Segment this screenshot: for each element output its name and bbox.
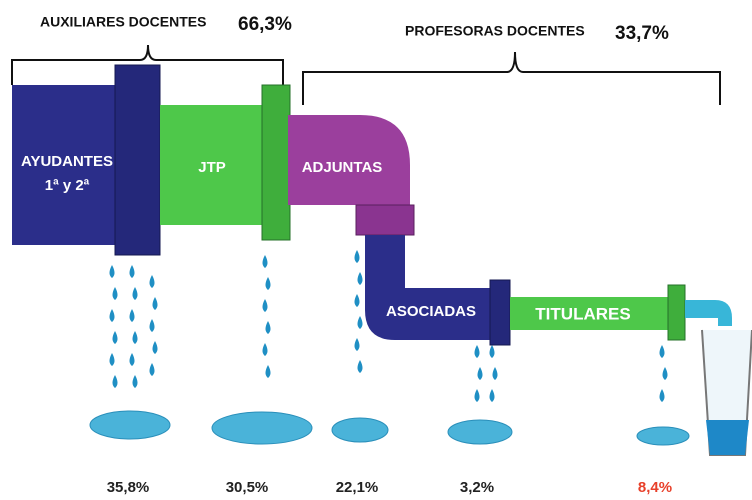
water (663, 367, 668, 380)
segment-label: JTP (198, 159, 226, 176)
group-percent: 66,3% (238, 14, 292, 35)
water (660, 345, 665, 358)
water (110, 353, 115, 366)
water (358, 316, 363, 329)
water (212, 412, 312, 444)
group-percent: 33,7% (615, 23, 669, 44)
water (478, 367, 483, 380)
water (475, 389, 480, 402)
water (358, 272, 363, 285)
water (113, 331, 118, 344)
diagram: AUXILIARES DOCENTES 66,3% PROFESORAS DOC… (0, 0, 752, 500)
water (133, 287, 138, 300)
water (355, 338, 360, 351)
segment-label: ADJUNTAS (302, 159, 383, 176)
water (150, 319, 155, 332)
water (263, 299, 268, 312)
water (90, 411, 170, 439)
water (266, 365, 271, 378)
segment-label: AYUDANTES (21, 153, 113, 170)
water (266, 277, 271, 290)
water (263, 343, 268, 356)
segment-label: ASOCIADAS (386, 303, 476, 320)
water (475, 345, 480, 358)
water (153, 341, 158, 354)
group-label: PROFESORAS DOCENTES (405, 23, 585, 39)
water (133, 375, 138, 388)
water (490, 345, 495, 358)
water (358, 360, 363, 373)
water (266, 321, 271, 334)
water (150, 275, 155, 288)
pipe (12, 65, 752, 455)
water (150, 363, 155, 376)
page: {"groups": [ {"label": "AUXILIARES DOCEN… (0, 0, 752, 500)
water (660, 389, 665, 402)
group-label: AUXILIARES DOCENTES (40, 14, 206, 30)
water (130, 265, 135, 278)
water (637, 427, 689, 445)
water (448, 420, 512, 444)
water (110, 265, 115, 278)
water (133, 331, 138, 344)
water (130, 353, 135, 366)
water (355, 294, 360, 307)
segment-percent: 22,1% (336, 479, 379, 496)
bracket (303, 52, 720, 105)
water (113, 287, 118, 300)
water (332, 418, 388, 442)
water (130, 309, 135, 322)
water (263, 255, 268, 268)
segment-percent: 3,2% (460, 479, 494, 496)
water (355, 250, 360, 263)
segment-label: TITULARES (535, 304, 630, 323)
segment-percent: 30,5% (226, 479, 269, 496)
water (490, 389, 495, 402)
water (113, 375, 118, 388)
water (153, 297, 158, 310)
water (493, 367, 498, 380)
segment-percent: 8,4% (638, 479, 672, 496)
segment-percent: 35,8% (107, 479, 150, 496)
water (110, 309, 115, 322)
segment-label: 1ª y 2ª (45, 177, 90, 194)
